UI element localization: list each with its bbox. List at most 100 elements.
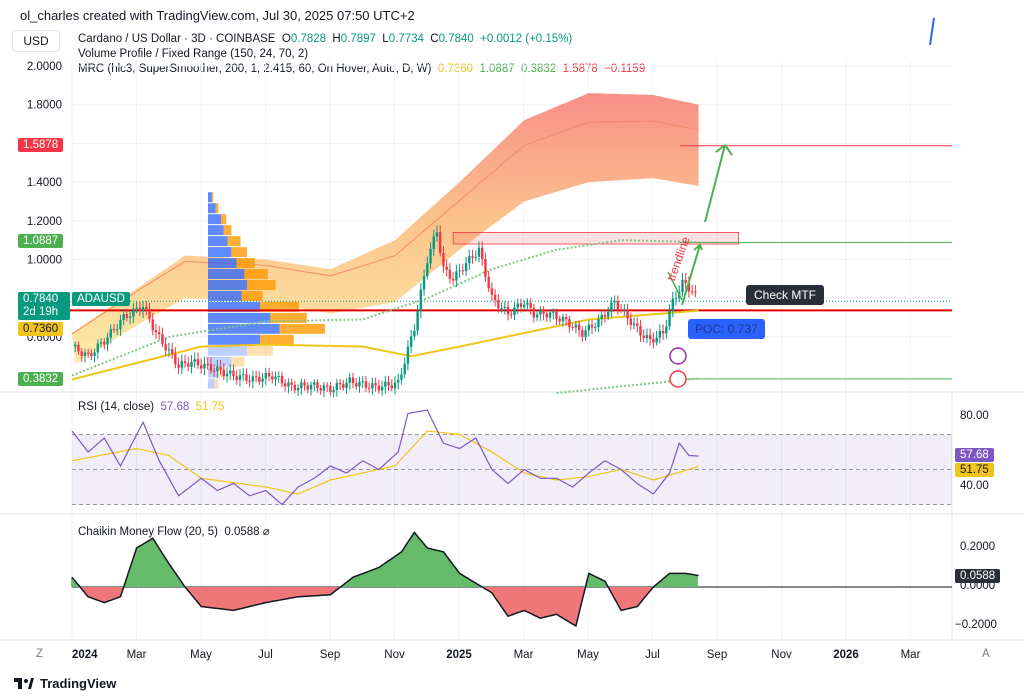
candle-body [481, 247, 484, 259]
cmf-positive-area [71, 532, 698, 587]
candle-body [519, 303, 523, 307]
candle-body [458, 270, 461, 272]
candle-body [445, 266, 448, 270]
volume-profile-up-bar [208, 345, 247, 356]
cmf-legend: Chaikin Money Flow (20, 5) 0.0588 ⌀ [78, 526, 270, 538]
candle-body [158, 332, 161, 335]
candle-body [103, 342, 106, 345]
candle-body [106, 337, 109, 345]
x-tick-label: May [577, 649, 599, 661]
candle-body [229, 370, 232, 374]
volume-profile-down-bar [247, 345, 273, 356]
candle-body [112, 329, 116, 331]
candle-body [371, 383, 374, 389]
candle-body [422, 276, 426, 290]
rsi-value: 57.68 [160, 401, 190, 413]
candle-body [429, 249, 432, 264]
rsi-legend: RSI (14, close) 57.68 51.75 [78, 401, 224, 413]
candle-body [232, 370, 235, 377]
rsi-tick: 40.00 [960, 480, 989, 492]
candle-body [377, 385, 381, 391]
candle-body [274, 376, 277, 380]
volume-profile-up-bar [208, 334, 260, 345]
x-tick-label: Nov [771, 649, 792, 661]
candle-body [626, 309, 629, 319]
candle-body [135, 307, 138, 309]
close-value: 0.7840 [438, 33, 474, 45]
us-flag-event-icon [669, 370, 687, 388]
rsi-ma-tag: 51.75 [955, 463, 994, 477]
volume-profile-down-bar [270, 312, 307, 323]
candle-body [316, 382, 319, 389]
cmf-line [71, 531, 699, 628]
candle-body [77, 344, 80, 352]
candle-body [597, 319, 600, 328]
candle-body [235, 376, 238, 380]
volume-profile-up-bar [208, 269, 245, 279]
l-label: L [382, 33, 389, 45]
upper1-price-tag: 1.0887 [18, 234, 64, 248]
candle-body [419, 289, 423, 312]
candle-body [477, 247, 481, 257]
candle-body [539, 309, 542, 315]
candle-body [694, 291, 697, 293]
check-mtf-callout[interactable]: Check MTF [746, 285, 825, 305]
candle-body [523, 304, 526, 307]
candle-body [303, 382, 306, 386]
zoom-button[interactable]: Z [36, 648, 44, 660]
candle-body [380, 386, 384, 391]
volume-profile-down-bar [221, 214, 227, 225]
candle-body [264, 373, 267, 379]
volume-profile-up-bar [208, 312, 271, 323]
candle-body [216, 366, 219, 372]
candle-body [552, 311, 555, 313]
candle-body [500, 307, 503, 309]
candle-body [645, 334, 649, 339]
candle-body [251, 376, 255, 382]
poc-callout[interactable]: POC: 0.737 [688, 319, 765, 339]
candle-body [690, 291, 694, 293]
currency-button[interactable]: USD [12, 30, 60, 52]
candle-body [503, 306, 507, 308]
candle-body [406, 346, 410, 364]
volume-profile-down-bar [244, 269, 268, 279]
volume-profile-down-bar [215, 203, 219, 214]
candle-body [581, 330, 584, 337]
volume-profile-up-bar [208, 378, 215, 389]
mrc-band-midline [71, 120, 699, 335]
candle-body [109, 329, 112, 338]
candle-body [128, 316, 132, 318]
auto-scale-button[interactable]: A [982, 648, 990, 660]
candle-body [616, 300, 620, 310]
volume-profile-down-bar [236, 258, 255, 269]
candle-body [132, 308, 135, 317]
candle-body [390, 385, 393, 389]
x-tick-label: May [190, 649, 212, 661]
footer-logo: TradingView [14, 676, 116, 691]
candle-body [642, 335, 645, 339]
candle-body [393, 382, 397, 389]
x-tick-label: Mar [514, 649, 534, 661]
volume-profile-down-bar [231, 356, 245, 367]
drawing-line [929, 17, 935, 46]
candle-body [164, 344, 167, 351]
mrc-upper1-line [71, 239, 699, 377]
candle-body [568, 319, 571, 328]
candle-body [119, 320, 122, 330]
last-price-tag: 0.7840 2d 19h [18, 292, 70, 320]
candle-body [96, 343, 100, 353]
candle-body [364, 381, 368, 388]
candle-body [545, 313, 549, 318]
candle-body [384, 381, 387, 387]
vp-legend: Volume Profile / Fixed Range (150, 24, 7… [78, 48, 309, 60]
candle-body [671, 298, 674, 312]
candle-body [125, 314, 129, 318]
volume-profile-up-bar [208, 356, 232, 367]
candle-body [464, 263, 468, 272]
candle-body [652, 339, 655, 343]
candle-body [200, 365, 203, 369]
volume-profile-up-bar [208, 214, 221, 225]
volume-profile-down-bar [241, 290, 263, 301]
candle-body [574, 324, 578, 328]
